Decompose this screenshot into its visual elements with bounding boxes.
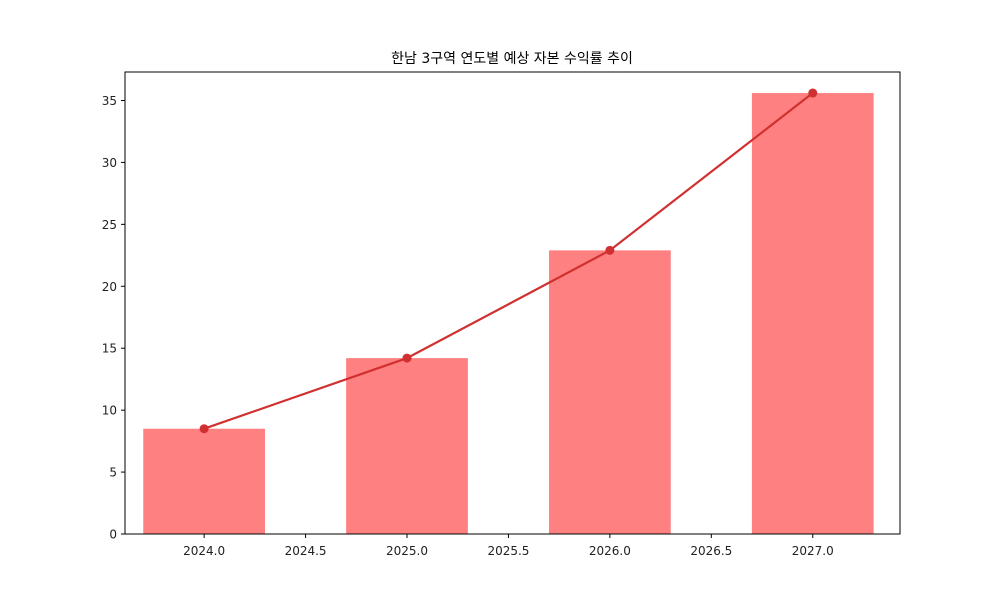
- y-tick-label: 25: [102, 218, 117, 232]
- x-tick-label: 2024.0: [183, 544, 225, 558]
- y-tick-label: 0: [109, 528, 117, 542]
- plot-frame: [124, 71, 901, 535]
- y-axis: 0 5 10 15 20 25 30 35: [102, 94, 125, 542]
- bar-2024: [143, 428, 265, 534]
- x-axis: 2024.0 2024.5 2025.0 2025.5 2026.0 2026.5 2027…: [183, 534, 834, 558]
- bar-2025: [346, 358, 468, 534]
- line-marker-2025: [402, 353, 412, 363]
- y-tick-label: 10: [102, 404, 117, 418]
- x-tick-label: 2026.5: [690, 544, 732, 558]
- x-tick-label: 2026.0: [589, 544, 631, 558]
- x-tick-label: 2025.5: [487, 544, 529, 558]
- line-marker-2026: [605, 245, 615, 255]
- x-tick-label: 2025.0: [386, 544, 428, 558]
- bars: [143, 93, 874, 534]
- bar-2026: [549, 250, 671, 534]
- y-tick-label: 20: [102, 280, 117, 294]
- y-tick-label: 35: [102, 94, 117, 108]
- y-tick-label: 15: [102, 342, 117, 356]
- line-marker-2024: [199, 424, 209, 434]
- y-tick-label: 30: [102, 156, 117, 170]
- bar-2027: [751, 93, 874, 534]
- x-tick-label: 2027.0: [792, 544, 834, 558]
- x-tick-label: 2024.5: [285, 544, 327, 558]
- chart-title: 한남 3구역 연도별 예상 자본 수익률 추이: [391, 51, 633, 67]
- line-path: [203, 92, 814, 430]
- trend-line: [199, 88, 818, 434]
- y-tick-label: 5: [109, 466, 117, 480]
- line-marker-2027: [808, 88, 818, 98]
